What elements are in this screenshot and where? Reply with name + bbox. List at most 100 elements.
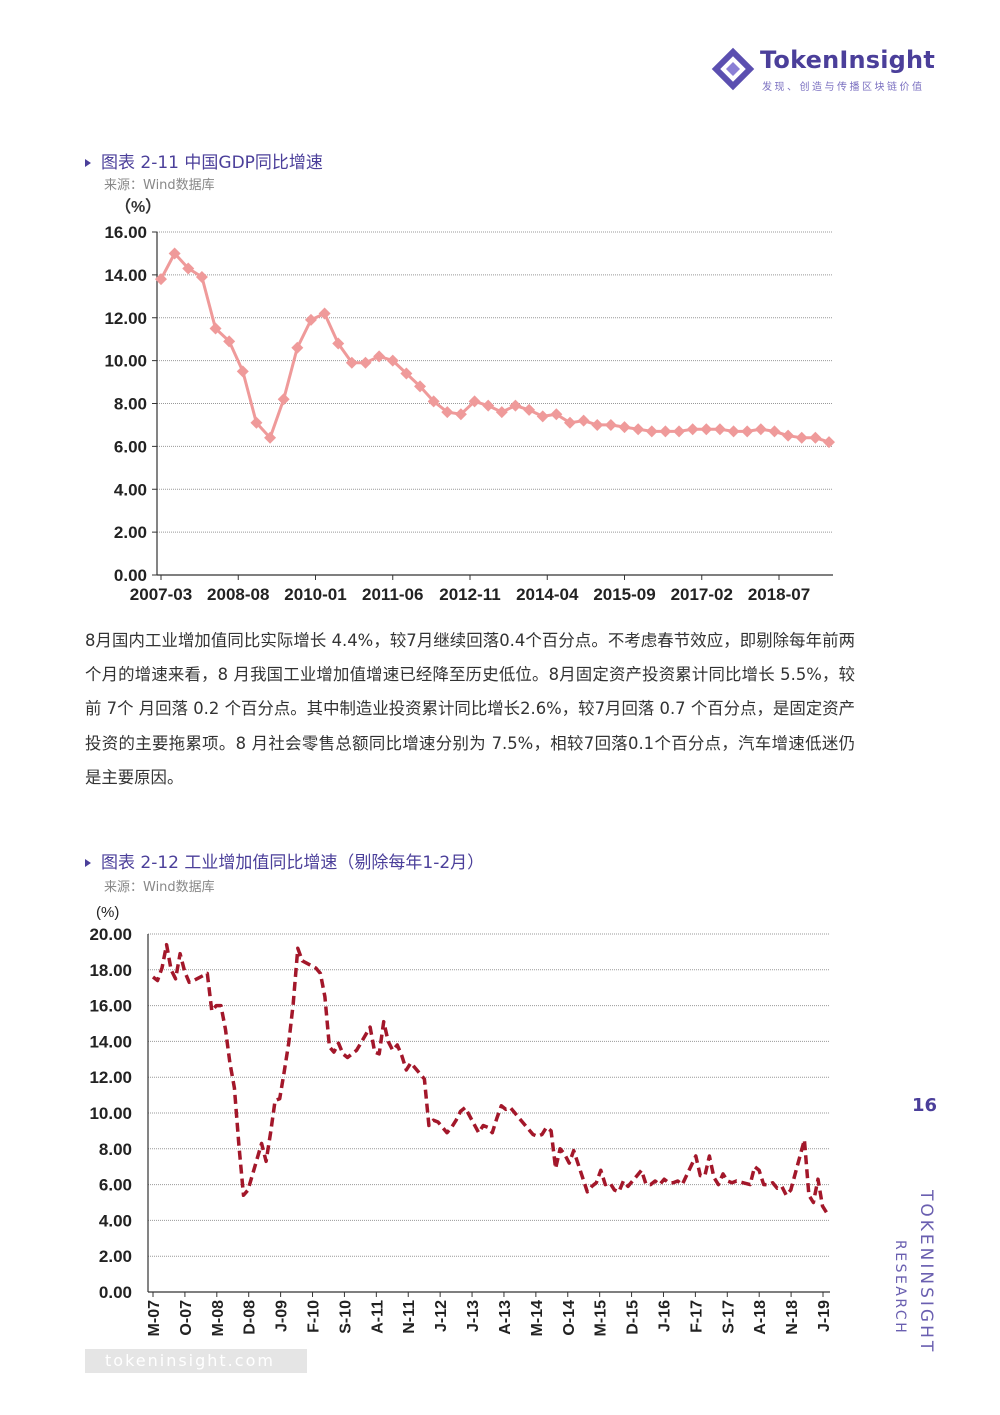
gdp-data-point (264, 431, 277, 444)
x-tick-label: 2017-02 (671, 585, 733, 604)
brand-logo: TokenInsight 发现、创造与传播区块链价值 (710, 44, 950, 94)
gdp-data-point (304, 313, 317, 326)
gdp-data-point (659, 425, 672, 438)
footer-url-bar (85, 1349, 307, 1373)
x-tick-label: 2018-07 (748, 585, 810, 604)
gdp-data-point (318, 307, 331, 320)
x-tick-label: S-17 (720, 1300, 737, 1334)
gdp-data-point (359, 356, 372, 369)
x-tick-label: F-17 (688, 1300, 705, 1333)
x-tick-label: J-09 (274, 1300, 291, 1332)
y-tick-label: 14.00 (104, 266, 147, 285)
x-tick-label: M-07 (146, 1300, 163, 1337)
x-tick-label: D-08 (242, 1300, 259, 1335)
x-tick-label: N-11 (401, 1300, 418, 1334)
gdp-data-point (332, 337, 345, 350)
gdp-data-point (386, 354, 399, 367)
y-tick-label: 10.00 (104, 352, 147, 371)
gdp-data-point (182, 262, 195, 275)
x-tick-label: 2015-09 (593, 585, 655, 604)
side-label-brand: TOKENINSIGHT (916, 1190, 936, 1355)
gdp-data-point (754, 423, 767, 436)
y-tick-label: 0.00 (114, 566, 147, 585)
y-tick-label: 16.00 (89, 997, 132, 1016)
y-axis-label: （%） (115, 198, 161, 216)
y-tick-label: 0.00 (99, 1283, 132, 1302)
figure2-source: 来源：Wind数据库 (104, 880, 215, 895)
gdp-data-point (523, 403, 536, 416)
gdp-data-point (700, 423, 713, 436)
x-tick-label: D-15 (625, 1300, 642, 1335)
gdp-data-point (291, 341, 304, 354)
x-tick-label: F-10 (306, 1300, 323, 1333)
y-tick-label: 18.00 (89, 961, 132, 980)
gdp-data-point (536, 410, 549, 423)
gdp-data-point (441, 406, 454, 419)
gdp-data-point (209, 322, 222, 335)
brand-name: TokenInsight (760, 46, 936, 74)
y-tick-label: 12.00 (104, 309, 147, 328)
y-tick-label: 4.00 (114, 480, 147, 499)
gdp-data-point (782, 429, 795, 442)
side-label-research: RESEARCH (892, 1240, 908, 1336)
gdp-data-point (495, 406, 508, 419)
gdp-data-point (591, 418, 604, 431)
x-tick-label: M-08 (210, 1300, 227, 1337)
figure2-title: 图表 2-12 工业增加值同比增速（剔除每年1-2月） (85, 848, 484, 873)
gdp-data-point (427, 395, 440, 408)
bullet-triangle-icon (85, 159, 91, 167)
gdp-data-point (373, 350, 386, 363)
gdp-data-point (509, 399, 522, 412)
tokeninsight-logo-icon (711, 47, 755, 91)
y-tick-label: 6.00 (99, 1176, 132, 1195)
gdp-data-point (632, 423, 645, 436)
gdp-data-point (195, 271, 208, 284)
gdp-data-point (250, 416, 263, 429)
y-tick-label: 20.00 (89, 925, 132, 944)
y-tick-label: 10.00 (89, 1104, 132, 1123)
gdp-data-point (645, 425, 658, 438)
x-tick-label: M-15 (593, 1300, 610, 1337)
y-tick-label: 2.00 (99, 1247, 132, 1266)
x-tick-label: 2011-06 (362, 585, 423, 604)
x-tick-label: A-18 (752, 1300, 769, 1335)
gdp-data-point (468, 395, 481, 408)
x-tick-label: 2010-01 (284, 585, 346, 604)
y-tick-label: 4.00 (99, 1211, 132, 1230)
gdp-data-point (577, 414, 590, 427)
gdp-data-point (155, 273, 167, 286)
y-tick-label: 16.00 (104, 223, 147, 242)
gdp-data-point (482, 399, 495, 412)
x-tick-label: 2008-08 (207, 585, 269, 604)
x-tick-label: A-13 (497, 1300, 514, 1335)
y-tick-label: 12.00 (89, 1068, 132, 1087)
gdp-growth-chart: （%） 0.00 2.00 4.00 6.00 8.00 10.00 12.00 14.00 16… (104, 198, 835, 604)
gdp-data-point (236, 365, 249, 378)
x-tick-label: O-14 (561, 1300, 578, 1336)
figure1-title: 图表 2-11 中国GDP同比增速 (85, 148, 323, 173)
x-tick-label: J-12 (433, 1300, 450, 1332)
x-tick-label: S-10 (337, 1300, 354, 1334)
gdp-data-point (563, 416, 576, 429)
gdp-data-point (604, 418, 617, 431)
brand-tagline: 发现、创造与传播区块链价值 (762, 82, 925, 93)
y-tick-label: 14.00 (89, 1032, 132, 1051)
x-tick-label: 2014-04 (516, 585, 579, 604)
bullet-triangle-icon (85, 859, 91, 867)
gdp-data-point (223, 335, 236, 348)
gdp-data-point (809, 431, 822, 444)
y-tick-label: 6.00 (114, 437, 147, 456)
figure2-title-text: 图表 2-12 工业增加值同比增速（剔除每年1-2月） (101, 853, 485, 873)
gdp-data-point (727, 425, 740, 438)
x-tick-label: M-14 (529, 1300, 546, 1337)
x-tick-label: J-16 (656, 1300, 673, 1332)
gdp-data-point (550, 408, 563, 421)
gdp-data-point (823, 436, 835, 449)
gdp-data-point (741, 425, 754, 438)
x-tick-label: J-19 (816, 1300, 833, 1332)
footer-url: tokeninsight.com (105, 1351, 275, 1370)
gdp-data-point (345, 356, 358, 369)
gdp-data-point (768, 425, 781, 438)
body-paragraph: 8月国内工业增加值同比实际增长 4.4%，较7月继续回落0.4个百分点。不考虑春… (85, 631, 855, 787)
gdp-data-point (277, 393, 290, 406)
